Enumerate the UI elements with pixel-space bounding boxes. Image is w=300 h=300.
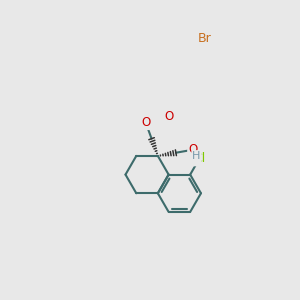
Text: O: O [164, 110, 173, 123]
Text: H: H [192, 151, 201, 161]
Text: O: O [141, 116, 150, 129]
Text: Cl: Cl [193, 152, 206, 165]
Text: Br: Br [197, 32, 211, 45]
Text: O: O [188, 143, 197, 156]
